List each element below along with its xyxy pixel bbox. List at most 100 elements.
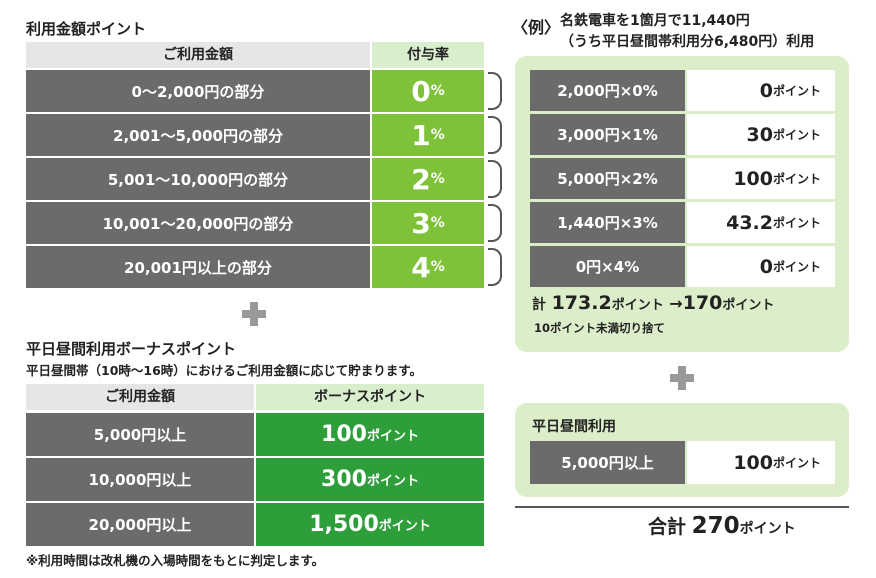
weekday-amount-text: 5,000円以上 (561, 454, 654, 472)
total-unit: ポイント (611, 298, 664, 313)
example-calc-text: 2,000円×0% (557, 82, 658, 100)
example-calc: 3,000円×1% (530, 114, 685, 155)
bonus-points-value: 1,500 (309, 512, 379, 537)
example-points-unit: ポイント (772, 216, 821, 230)
brace-icon (488, 248, 502, 286)
plus-icon (242, 302, 266, 326)
example-calc-text: 0円×4% (575, 258, 640, 276)
bonus-points-cell: 300 ポイント (256, 458, 484, 501)
brace-icon (488, 204, 502, 242)
example-calc-text: 3,000円×1% (557, 126, 658, 144)
plus-icon (670, 366, 694, 390)
bonus-amount: 20,000円以上 (88, 516, 192, 534)
rate-cell: 0% (372, 70, 484, 112)
bonus-amount: 5,000円以上 (93, 426, 187, 444)
bonus-amount: 10,000円以上 (88, 471, 192, 489)
table-row: 0〜2,000円の部分 (26, 70, 370, 112)
example-total: 計 173.2ポイント →170ポイント (532, 292, 774, 314)
usage-points-title: 利用金額ポイント (26, 20, 147, 38)
bonus-title: 平日昼間利用ボーナスポイント (26, 340, 237, 358)
example-points: 100 ポイント (687, 158, 835, 199)
usage-rate-header: 付与率 (372, 42, 484, 68)
rate-value: 1 (411, 118, 431, 152)
example-calc: 1,440円×3% (530, 202, 685, 243)
usage-range: 2,001〜5,000円の部分 (113, 126, 283, 145)
bonus-points-header: ボーナスポイント (256, 384, 484, 410)
brace-icon (488, 160, 502, 198)
rate-cell: 1% (372, 114, 484, 156)
example-points-value: 0 (759, 79, 773, 102)
bonus-points-value: 100 (321, 422, 367, 447)
example-line2: （うち平日昼間帯利用分6,480円）利用 (560, 34, 815, 50)
example-points-unit: ポイント (772, 84, 821, 98)
bonus-note: ※利用時間は改札機の入場時間をもとに判定します。 (26, 553, 325, 568)
table-row: 5,000円以上 (26, 413, 254, 456)
rate-cell: 3% (372, 202, 484, 244)
total-prefix: 計 (532, 297, 546, 313)
table-row: 20,001円以上の部分 (26, 246, 370, 288)
example-points: 0 ポイント (687, 246, 835, 287)
rounding-note: 10ポイント未満切り捨て (534, 321, 666, 335)
weekday-amount: 5,000円以上 (530, 441, 685, 484)
usage-range: 20,001円以上の部分 (124, 258, 272, 277)
weekday-points-unit: ポイント (772, 456, 821, 470)
example-calc-text: 1,440円×3% (557, 214, 658, 232)
bonus-subtitle: 平日昼間帯（10時〜16時）におけるご利用金額に応じて貯まります。 (26, 363, 423, 378)
example-points-value: 100 (733, 167, 773, 190)
grand-total-label: 合計 (648, 516, 687, 538)
grand-total-value: 270 (691, 513, 740, 539)
table-row: 10,001〜20,000円の部分 (26, 202, 370, 244)
rate-value: 4 (411, 250, 431, 284)
bonus-points-value: 300 (321, 467, 367, 492)
example-calc: 5,000円×2% (530, 158, 685, 199)
example-calc-text: 5,000円×2% (557, 170, 658, 188)
weekday-points: 100 ポイント (687, 441, 835, 484)
example-points-unit: ポイント (772, 128, 821, 142)
bonus-points-cell: 1,500 ポイント (256, 503, 484, 546)
usage-amount-header: ご利用金額 (26, 42, 370, 68)
divider (515, 506, 849, 508)
rate-unit: % (430, 83, 445, 99)
table-row: 20,000円以上 (26, 503, 254, 546)
rate-cell: 2% (372, 158, 484, 200)
bonus-points-unit: ポイント (378, 519, 431, 534)
rate-unit: % (430, 215, 445, 231)
bonus-amount-header: ご利用金額 (26, 384, 254, 410)
rate-unit: % (430, 259, 445, 275)
usage-range: 10,001〜20,000円の部分 (102, 214, 294, 233)
bonus-points-cell: 100 ポイント (256, 413, 484, 456)
example-points-unit: ポイント (772, 260, 821, 274)
example-points-value: 0 (759, 255, 773, 278)
example-points: 0 ポイント (687, 70, 835, 111)
rate-cell: 4% (372, 246, 484, 288)
example-points-value: 43.2 (726, 211, 773, 234)
weekday-points-value: 100 (733, 451, 773, 474)
brace-icon (488, 116, 502, 154)
weekday-title: 平日昼間利用 (532, 419, 616, 435)
bonus-points-unit: ポイント (366, 474, 419, 489)
table-row: 10,000円以上 (26, 458, 254, 501)
usage-range: 0〜2,000円の部分 (131, 82, 265, 101)
rate-unit: % (430, 171, 445, 187)
rate-value: 3 (411, 206, 431, 240)
rate-value: 0 (411, 74, 431, 108)
table-row: 5,001〜10,000円の部分 (26, 158, 370, 200)
example-calc: 2,000円×0% (530, 70, 685, 111)
example-line1: 名鉄電車を1箇月で11,440円 (560, 13, 750, 29)
rate-value: 2 (411, 162, 431, 196)
grand-total-unit: ポイント (739, 521, 796, 537)
usage-range: 5,001〜10,000円の部分 (107, 170, 289, 189)
arrow-icon: → (669, 294, 683, 313)
total-value: 173.2 (551, 292, 612, 314)
total-rounded-unit: ポイント (722, 298, 775, 313)
table-row: 2,001〜5,000円の部分 (26, 114, 370, 156)
example-points-value: 30 (746, 123, 773, 146)
grand-total: 合計 270ポイント (648, 512, 796, 539)
bonus-points-unit: ポイント (366, 429, 419, 444)
example-points: 43.2 ポイント (687, 202, 835, 243)
rate-unit: % (430, 127, 445, 143)
example-points: 30 ポイント (687, 114, 835, 155)
example-label: 〈例〉 (512, 18, 561, 37)
total-rounded: 170 (682, 292, 723, 314)
brace-icon (488, 72, 502, 110)
